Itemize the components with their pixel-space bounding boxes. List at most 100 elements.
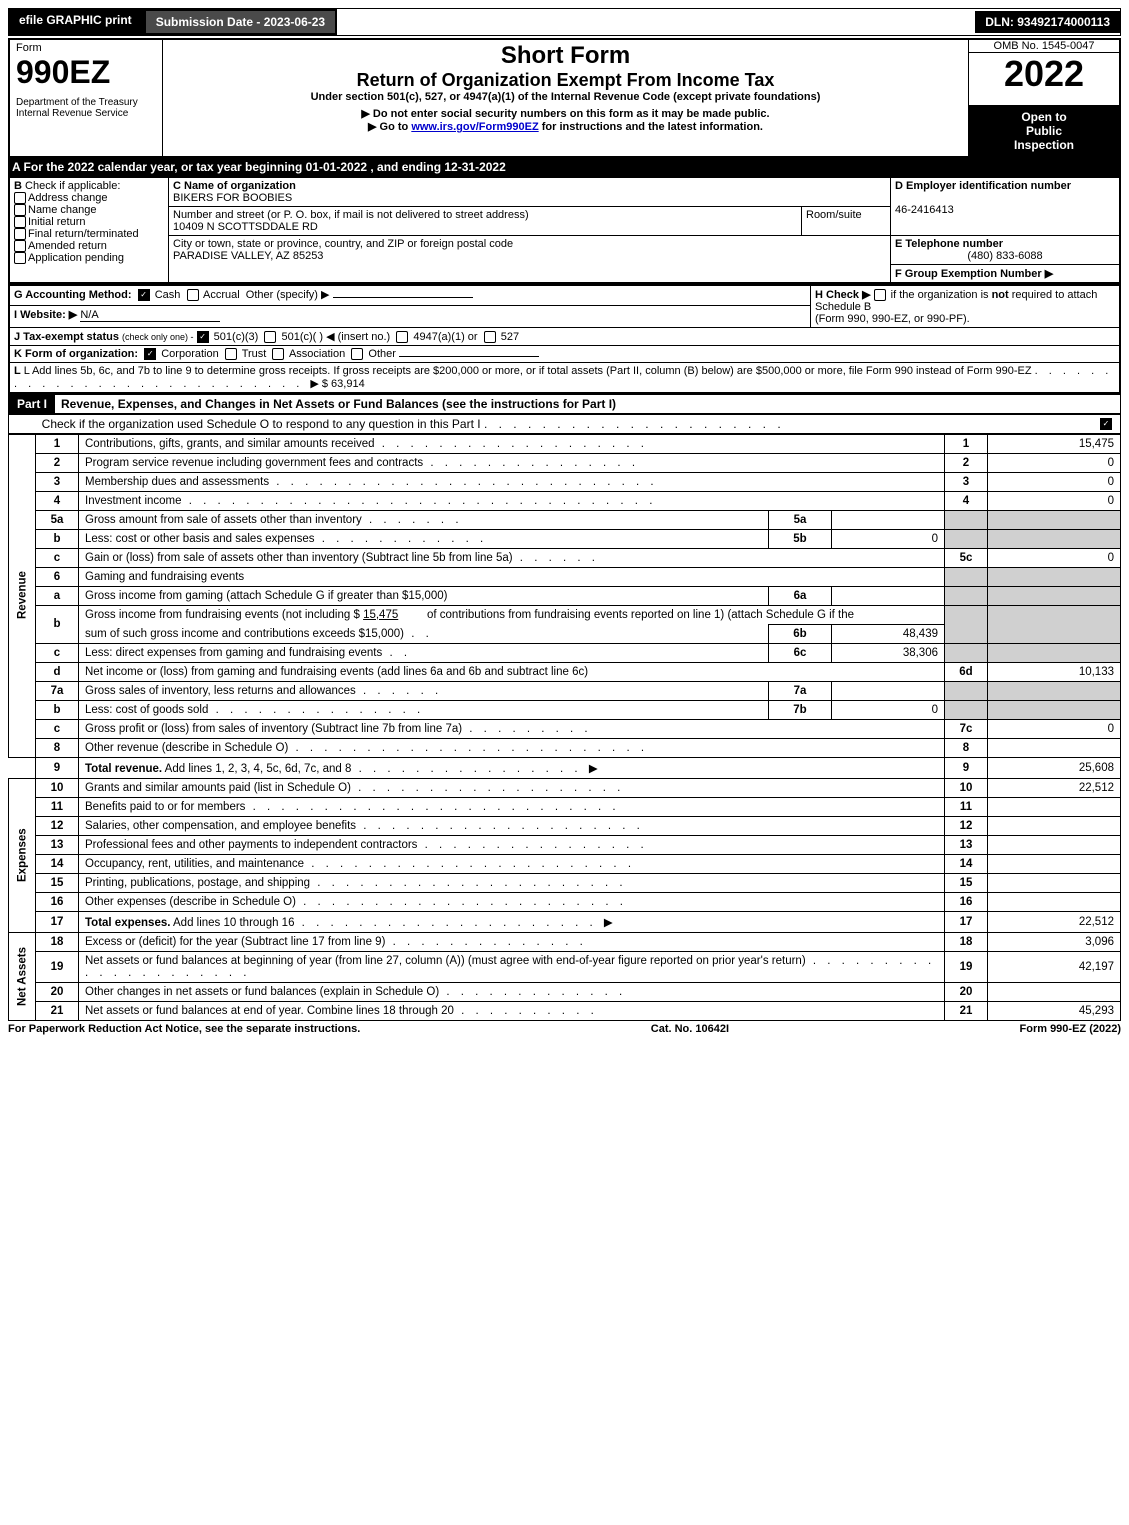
section-k-label: K Form of organization: bbox=[14, 348, 138, 360]
efile-print-button[interactable]: efile GRAPHIC print bbox=[9, 9, 144, 35]
checkbox-other-org[interactable] bbox=[351, 348, 363, 360]
line-4-num: 4 bbox=[36, 491, 79, 510]
checkbox-name-change[interactable] bbox=[14, 204, 26, 216]
checkbox-schedule-b[interactable] bbox=[874, 289, 886, 301]
line-5b-subval: 0 bbox=[832, 529, 945, 548]
checkbox-association[interactable] bbox=[272, 348, 284, 360]
line-5b-desc: Less: cost or other basis and sales expe… bbox=[85, 533, 315, 545]
line-1-desc: Contributions, gifts, grants, and simila… bbox=[85, 438, 375, 450]
line-7a-shaded2 bbox=[988, 681, 1121, 700]
footer-left: For Paperwork Reduction Act Notice, see … bbox=[8, 1023, 360, 1035]
section-d-label: D Employer identification number bbox=[895, 180, 1071, 192]
line-13-rnum: 13 bbox=[945, 835, 988, 854]
line-6c-desc: Less: direct expenses from gaming and fu… bbox=[85, 647, 382, 659]
check-if-applicable: Check if applicable: bbox=[25, 180, 120, 192]
line-5c-num: c bbox=[36, 548, 79, 567]
checkbox-app-pending[interactable] bbox=[14, 252, 26, 264]
line-5b-shaded2 bbox=[988, 529, 1121, 548]
line-16-val bbox=[988, 892, 1121, 911]
checkbox-cash[interactable]: ✓ bbox=[138, 289, 150, 301]
line-18-rnum: 18 bbox=[945, 932, 988, 951]
other-org-blank[interactable] bbox=[399, 356, 539, 357]
opt-other-org: Other bbox=[368, 348, 396, 360]
line-6b-desc1: Gross income from fundraising events (no… bbox=[85, 609, 360, 621]
checkbox-501c3[interactable]: ✓ bbox=[197, 331, 209, 343]
line-15-val bbox=[988, 873, 1121, 892]
line-7c-num: c bbox=[36, 719, 79, 738]
ein-value: 46-2416413 bbox=[895, 204, 954, 216]
checkbox-final-return[interactable] bbox=[14, 228, 26, 240]
section-a-tax-year: A For the 2022 calendar year, or tax yea… bbox=[8, 158, 1121, 176]
line-5a-desc: Gross amount from sale of assets other t… bbox=[85, 514, 362, 526]
line-10-val: 22,512 bbox=[988, 778, 1121, 797]
line-6a-sub: 6a bbox=[769, 586, 832, 605]
omb-number: OMB No. 1545-0047 bbox=[969, 40, 1119, 53]
gross-receipts-amount: ▶ $ 63,914 bbox=[310, 378, 364, 390]
line-8-val bbox=[988, 738, 1121, 757]
irs-link[interactable]: www.irs.gov/Form990EZ bbox=[411, 121, 538, 133]
line-14-rnum: 14 bbox=[945, 854, 988, 873]
page-footer: For Paperwork Reduction Act Notice, see … bbox=[8, 1021, 1121, 1035]
checkbox-amended[interactable] bbox=[14, 240, 26, 252]
org-name: BIKERS FOR BOOBIES bbox=[173, 192, 292, 204]
checkbox-accrual[interactable] bbox=[187, 289, 199, 301]
line-5a-shaded bbox=[945, 510, 988, 529]
checkbox-trust[interactable] bbox=[225, 348, 237, 360]
section-c-label: C Name of organization bbox=[173, 180, 296, 192]
line-9-num: 9 bbox=[36, 757, 79, 778]
line-6-shaded bbox=[945, 567, 988, 586]
submission-date-button[interactable]: Submission Date - 2023-06-23 bbox=[144, 9, 337, 35]
checkbox-corporation[interactable]: ✓ bbox=[144, 348, 156, 360]
addr-label: Number and street (or P. O. box, if mail… bbox=[173, 209, 529, 221]
note-website: ▶ Go to www.irs.gov/Form990EZ for instru… bbox=[169, 120, 962, 133]
line-2-val: 0 bbox=[988, 453, 1121, 472]
city-label: City or town, state or province, country… bbox=[173, 238, 513, 250]
dept-treasury: Department of the Treasury bbox=[16, 97, 156, 108]
part-1-subtitle: Check if the organization used Schedule … bbox=[15, 417, 785, 431]
tax-year: 2022 bbox=[969, 53, 1119, 95]
line-11-val bbox=[988, 797, 1121, 816]
info-table: B Check if applicable: Address change Na… bbox=[8, 176, 1121, 284]
line-5a-sub: 5a bbox=[769, 510, 832, 529]
form-word: Form bbox=[16, 42, 156, 54]
line-7b-shaded2 bbox=[988, 700, 1121, 719]
line-5c-rnum: 5c bbox=[945, 548, 988, 567]
top-bar: efile GRAPHIC print Submission Date - 20… bbox=[8, 8, 1121, 36]
checkbox-initial-return[interactable] bbox=[14, 216, 26, 228]
part-1-title: Revenue, Expenses, and Changes in Net As… bbox=[55, 395, 622, 413]
form-number: 990EZ bbox=[16, 54, 156, 91]
checkbox-527[interactable] bbox=[484, 331, 496, 343]
section-e-label: E Telephone number bbox=[895, 238, 1003, 250]
line-12-desc: Salaries, other compensation, and employ… bbox=[85, 820, 356, 832]
line-6a-subval bbox=[832, 586, 945, 605]
line-6-shaded2 bbox=[988, 567, 1121, 586]
line-5c-val: 0 bbox=[988, 548, 1121, 567]
line-8-desc: Other revenue (describe in Schedule O) bbox=[85, 742, 288, 754]
checkbox-address-change[interactable] bbox=[14, 192, 26, 204]
netassets-vertical-label: Net Assets bbox=[9, 932, 36, 1020]
line-6d-num: d bbox=[36, 662, 79, 681]
checkbox-4947[interactable] bbox=[396, 331, 408, 343]
line-18-desc: Excess or (deficit) for the year (Subtra… bbox=[85, 936, 385, 948]
line-7b-desc: Less: cost of goods sold bbox=[85, 704, 208, 716]
line-1-val: 15,475 bbox=[988, 434, 1121, 453]
line-6b-sub: 6b bbox=[769, 624, 832, 643]
revenue-vertical-label: Revenue bbox=[9, 434, 36, 757]
title-return: Return of Organization Exempt From Incom… bbox=[169, 70, 962, 91]
opt-address-change: Address change bbox=[28, 192, 108, 204]
line-7b-sub: 7b bbox=[769, 700, 832, 719]
main-lines-table: Revenue 1 Contributions, gifts, grants, … bbox=[8, 434, 1121, 1021]
line-20-val bbox=[988, 982, 1121, 1001]
line-3-desc: Membership dues and assessments bbox=[85, 476, 269, 488]
checkbox-schedule-o[interactable]: ✓ bbox=[1100, 418, 1112, 430]
opt-501c: 501(c)( ) ◀ (insert no.) bbox=[281, 331, 390, 343]
phone-value: (480) 833-6088 bbox=[895, 250, 1115, 262]
other-method-blank[interactable] bbox=[333, 297, 473, 298]
note-ssn: ▶ Do not enter social security numbers o… bbox=[169, 107, 962, 120]
line-21-val: 45,293 bbox=[988, 1001, 1121, 1020]
line-10-num: 10 bbox=[36, 778, 79, 797]
checkbox-501c[interactable] bbox=[264, 331, 276, 343]
line-6c-sub: 6c bbox=[769, 643, 832, 662]
opt-app-pending: Application pending bbox=[28, 252, 124, 264]
line-4-val: 0 bbox=[988, 491, 1121, 510]
